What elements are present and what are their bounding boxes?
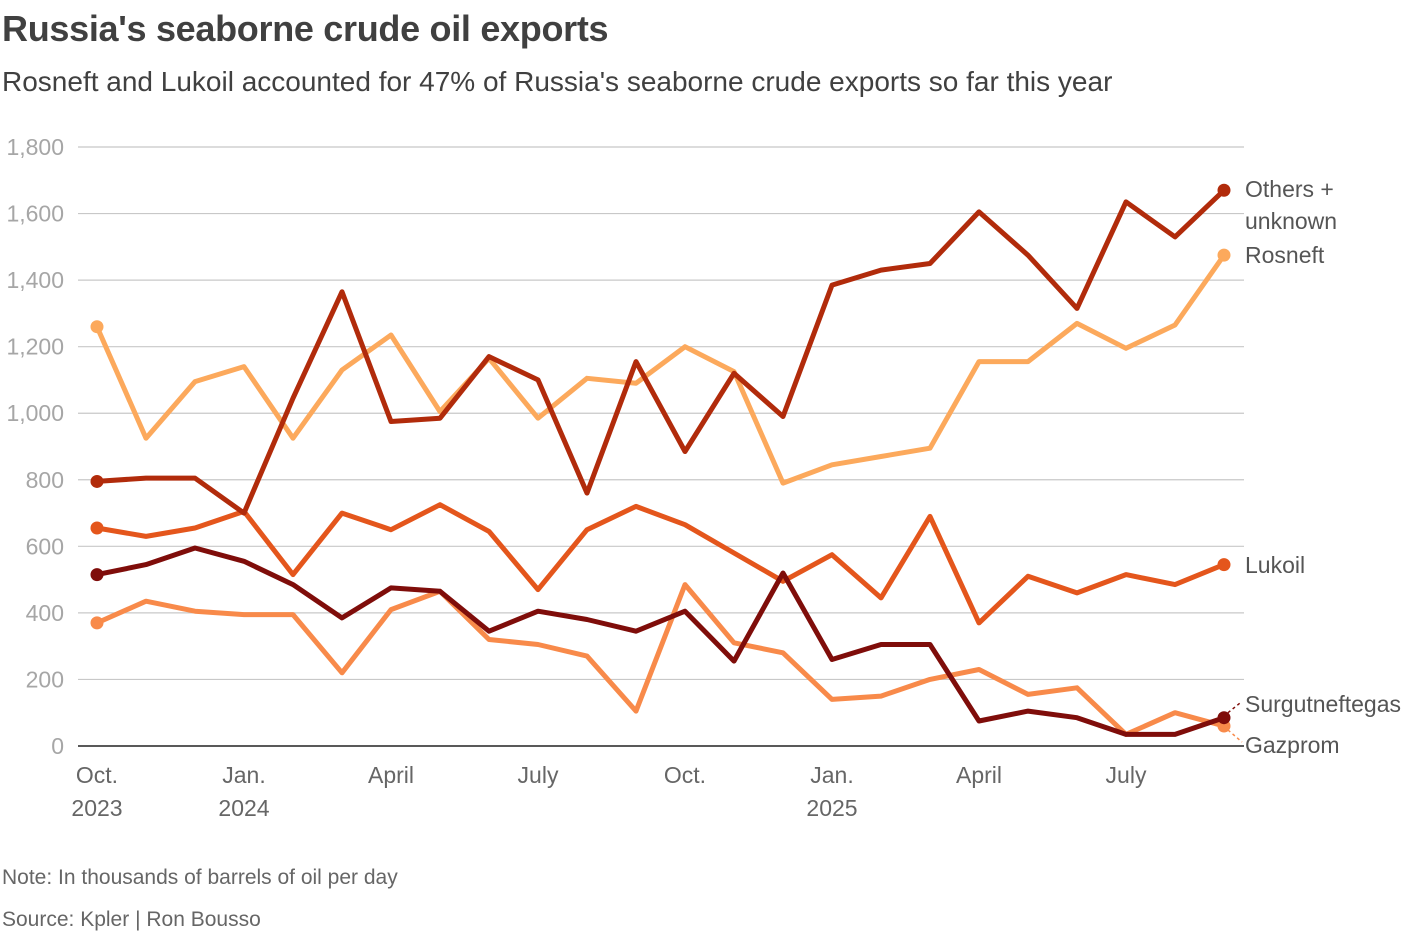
series-labels: Rosneft Gazprom Lukoil Others + unknown Surgu… (1227, 176, 1401, 758)
series-end-point (1217, 248, 1231, 262)
series-start-point (90, 474, 104, 488)
x-tick-year-label: 2024 (218, 795, 269, 821)
y-tick-label: 600 (26, 533, 64, 559)
series-label: Surgutneftegas (1245, 691, 1401, 717)
series-label: Rosneft (1245, 242, 1325, 268)
chart-title: Russia's seaborne crude oil exports (2, 8, 609, 49)
series-end-point (1217, 183, 1231, 197)
series-label: Gazprom (1245, 732, 1340, 758)
chart-subtitle: Rosneft and Lukoil accounted for 47% of … (2, 66, 1113, 97)
y-tick-label: 400 (26, 600, 64, 626)
x-tick-year-label: 2023 (71, 795, 122, 821)
y-tick-label: 200 (26, 666, 64, 692)
label-leader-line (1227, 729, 1243, 743)
series-start-point (90, 521, 104, 535)
y-tick-label: 0 (51, 733, 64, 759)
axes: 0 200 400 600 800 1,000 1,200 1,400 1,600 1,800 Oc… (6, 134, 1244, 821)
series-line (94, 502, 1227, 626)
x-tick-label: Oct. (664, 762, 706, 788)
x-tick-label: Jan. (222, 762, 265, 788)
series-line (94, 582, 1227, 737)
series-label: unknown (1245, 208, 1337, 234)
series-start-point (90, 320, 104, 334)
series-start-point (90, 616, 104, 630)
chart-source: Source: Kpler | Ron Bousso (2, 908, 261, 931)
series-label: Others + (1245, 176, 1334, 202)
label-leader-line (1227, 702, 1241, 714)
series-label: Lukoil (1245, 552, 1305, 578)
x-tick-year-label: 2025 (806, 795, 857, 821)
chart-note: Note: In thousands of barrels of oil per… (2, 866, 398, 889)
series-start-point (90, 568, 104, 582)
x-tick-label: April (368, 762, 414, 788)
series-line (94, 545, 1227, 737)
x-tick-label: July (518, 762, 559, 788)
series-line (94, 252, 1227, 486)
series-line (94, 187, 1227, 516)
series-end-point (1217, 558, 1231, 572)
y-tick-label: 1,800 (6, 134, 64, 160)
y-tick-label: 1,400 (6, 267, 64, 293)
y-tick-label: 1,000 (6, 400, 64, 426)
x-tick-label: July (1106, 762, 1147, 788)
x-tick-label: April (956, 762, 1002, 788)
y-tick-label: 1,200 (6, 334, 64, 360)
series-lines (90, 183, 1231, 737)
y-tick-label: 800 (26, 467, 64, 493)
y-tick-label: 1,600 (6, 201, 64, 227)
x-tick-label: Jan. (810, 762, 853, 788)
x-tick-label: Oct. (76, 762, 118, 788)
grid-lines (78, 146, 1244, 681)
series-end-point (1217, 711, 1231, 725)
